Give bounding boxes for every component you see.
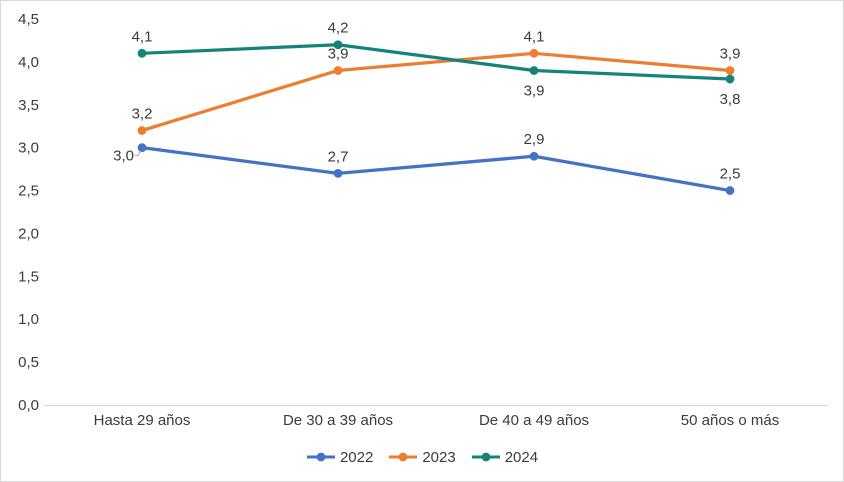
data-point-2022-0 [137, 143, 147, 153]
y-axis-tick-label-1: 0,5 [18, 354, 39, 371]
data-point-2022-3 [725, 186, 735, 195]
legend-marker-dot [316, 452, 326, 462]
series-line-2023 [140, 51, 732, 133]
series-2024 [137, 40, 735, 84]
y-axis-tick-label-0: 0,0 [18, 397, 39, 414]
data-label-2023-3: 3,9 [720, 45, 741, 62]
legend: 2022 2023 2024 [1, 446, 843, 468]
y-axis-tick-label-9: 4,5 [18, 11, 39, 28]
series-2023 [137, 48, 735, 135]
data-point-2024-2 [529, 66, 539, 75]
data-point-2022-1 [333, 169, 343, 178]
data-label-2024-1: 4,2 [328, 20, 349, 37]
legend-item-2022: 2022 [306, 450, 373, 465]
legend-marker-2023 [389, 452, 418, 462]
data-point-2023-2 [529, 48, 539, 58]
legend-marker-2024 [471, 452, 500, 462]
y-axis-tick-label-8: 4,0 [18, 54, 39, 71]
data-point-2024-0 [137, 48, 147, 58]
data-point-2022-2 [529, 151, 539, 161]
y-axis-tick-label-5: 2,5 [18, 183, 39, 200]
data-label-2022-3: 2,5 [720, 166, 741, 183]
data-label-2023-1: 3,9 [328, 45, 349, 62]
y-axis-tick-label-4: 2,0 [18, 225, 39, 242]
y-axis-tick-label-3: 1,5 [18, 268, 39, 285]
series-line-2024 [140, 43, 732, 81]
data-point-2024-1 [333, 40, 343, 50]
data-point-2023-0 [137, 126, 147, 135]
x-axis-label-3: 50 años o más [681, 412, 779, 429]
x-axis-label-0: Hasta 29 años [94, 412, 191, 429]
x-axis-label-2: De 40 a 49 años [479, 412, 589, 429]
data-label-leader-line [135, 150, 142, 157]
series-line-2022 [140, 146, 732, 193]
legend-label-2023: 2023 [422, 448, 456, 466]
legend-label-2024: 2024 [504, 448, 539, 466]
data-label-2023-0: 3,2 [132, 106, 153, 123]
data-label-2022-2: 2,9 [524, 131, 545, 148]
y-axis-tick-label-6: 3,0 [18, 140, 39, 157]
x-axis-label-1: De 30 a 39 años [283, 412, 393, 429]
data-label-2024-3: 3,8 [720, 91, 741, 108]
y-axis-tick-label-7: 3,5 [18, 97, 39, 114]
legend-label-2022: 2022 [339, 448, 374, 466]
data-label-2022-0: 3,0 [113, 148, 134, 165]
data-point-2024-3 [725, 74, 735, 84]
y-axis-tick-label-2: 1,0 [18, 311, 39, 328]
series-2022 [137, 143, 735, 195]
legend-marker-dot [481, 452, 491, 462]
data-point-2023-1 [333, 66, 343, 75]
data-label-2024-0: 4,1 [132, 28, 153, 45]
legend-marker-2022 [306, 452, 335, 462]
legend-item-2024: 2024 [471, 450, 538, 465]
data-label-2023-2: 4,1 [524, 28, 545, 45]
data-label-2022-1: 2,7 [328, 148, 349, 165]
legend-item-2023: 2023 [388, 448, 456, 466]
legend-marker-dot [398, 452, 408, 462]
data-label-2024-2: 3,9 [524, 82, 545, 99]
data-point-2023-3 [725, 66, 735, 75]
